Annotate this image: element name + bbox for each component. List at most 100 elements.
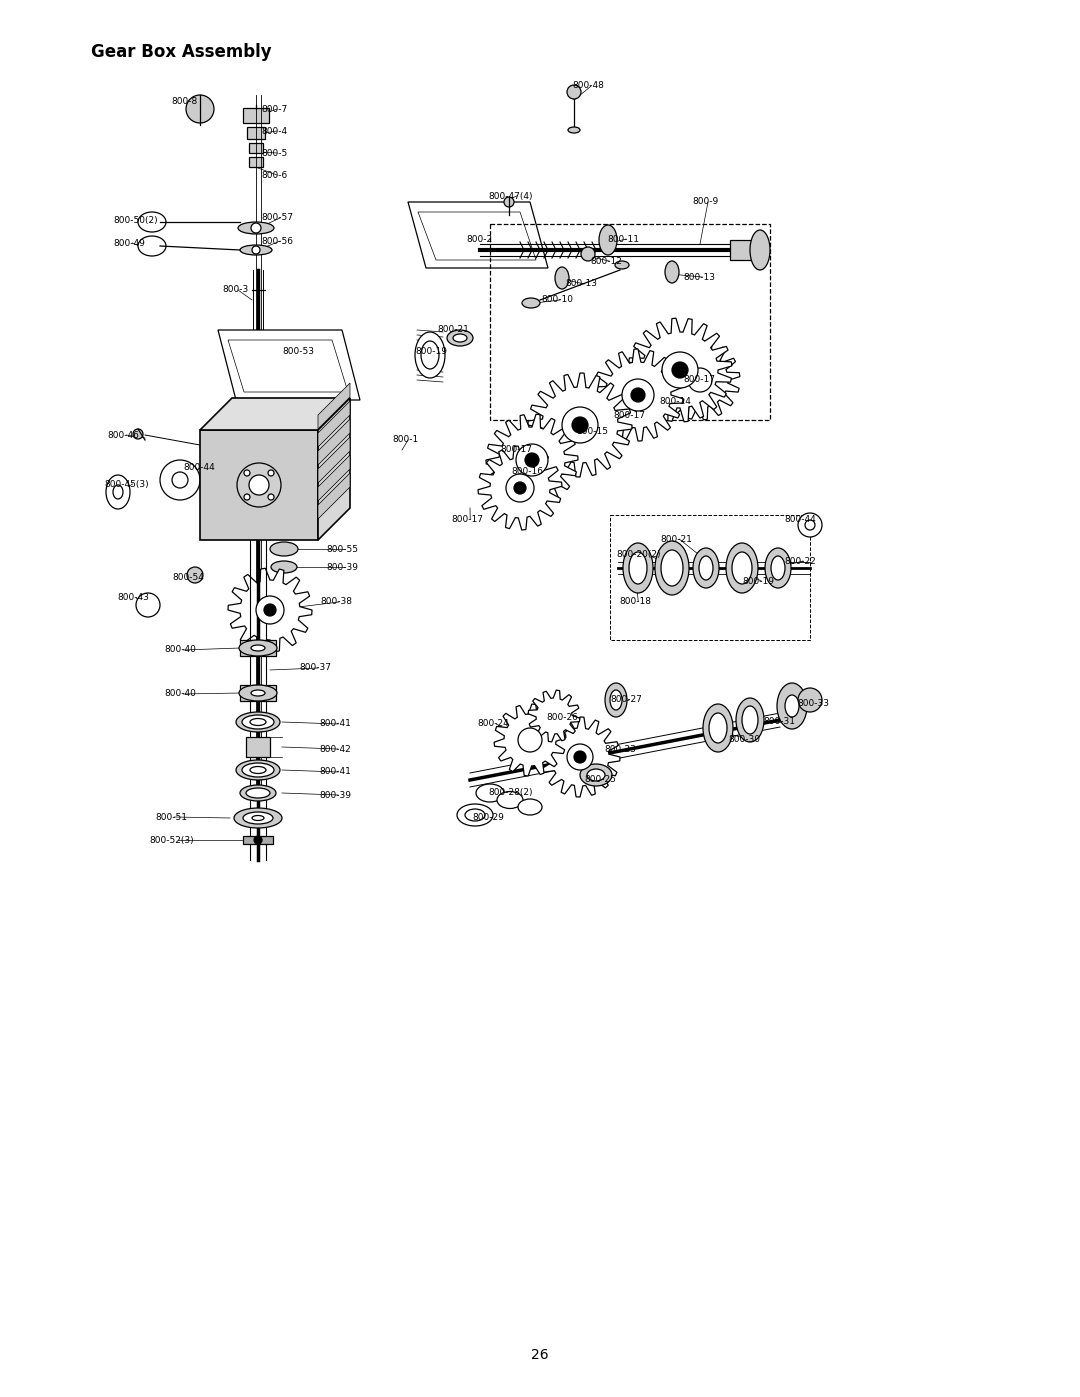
Circle shape [264, 604, 276, 616]
Text: 800-50(2): 800-50(2) [113, 215, 158, 225]
Text: 800-33: 800-33 [797, 698, 829, 707]
Text: 800-2: 800-2 [465, 236, 492, 244]
Text: 800-51: 800-51 [156, 813, 187, 821]
Bar [246, 738, 270, 757]
Text: 800-19: 800-19 [742, 577, 774, 585]
Ellipse shape [777, 683, 807, 729]
Bar [610, 515, 810, 640]
Polygon shape [660, 339, 740, 420]
Text: 800-57: 800-57 [261, 214, 293, 222]
Text: 800-6: 800-6 [261, 170, 287, 179]
Circle shape [567, 745, 593, 770]
Bar [730, 240, 760, 260]
Circle shape [672, 362, 688, 379]
Text: 800-29: 800-29 [472, 813, 504, 821]
Text: 800-4: 800-4 [261, 127, 287, 136]
Ellipse shape [615, 261, 629, 270]
Circle shape [688, 367, 712, 393]
Ellipse shape [699, 556, 713, 580]
Circle shape [805, 520, 815, 529]
Ellipse shape [771, 556, 785, 580]
Ellipse shape [476, 784, 504, 802]
Ellipse shape [708, 712, 727, 743]
Text: 800-40: 800-40 [164, 690, 195, 698]
Circle shape [504, 197, 514, 207]
Ellipse shape [242, 715, 274, 729]
Text: 800-43: 800-43 [117, 594, 149, 602]
Polygon shape [478, 446, 562, 529]
Text: Gear Box Assembly: Gear Box Assembly [91, 43, 272, 61]
Circle shape [798, 687, 822, 712]
Text: 800-9: 800-9 [692, 197, 718, 207]
Ellipse shape [623, 543, 653, 592]
Ellipse shape [270, 542, 298, 556]
Text: 800-24: 800-24 [477, 719, 509, 728]
Ellipse shape [522, 298, 540, 307]
Polygon shape [318, 455, 350, 502]
Circle shape [622, 379, 654, 411]
Ellipse shape [415, 332, 445, 379]
Text: 800-49: 800-49 [113, 239, 145, 247]
Ellipse shape [742, 705, 758, 733]
Circle shape [562, 407, 598, 443]
Text: 800-10: 800-10 [541, 296, 573, 305]
Text: 800-11: 800-11 [607, 235, 639, 243]
Text: 800-13: 800-13 [683, 272, 715, 282]
Circle shape [237, 462, 281, 507]
Circle shape [567, 85, 581, 99]
Text: 800-19: 800-19 [415, 346, 447, 355]
Circle shape [187, 567, 203, 583]
Ellipse shape [242, 763, 274, 777]
Ellipse shape [243, 812, 273, 824]
Text: 800-16: 800-16 [511, 468, 543, 476]
Polygon shape [200, 398, 350, 430]
Circle shape [256, 597, 284, 624]
Text: 800-39: 800-39 [326, 563, 357, 571]
Ellipse shape [238, 222, 274, 235]
Bar [243, 108, 269, 123]
Text: 800-21: 800-21 [437, 326, 469, 334]
Text: 800-54: 800-54 [172, 573, 204, 581]
Text: 800-18: 800-18 [619, 597, 651, 605]
Polygon shape [318, 383, 350, 429]
Polygon shape [540, 717, 620, 798]
Ellipse shape [457, 805, 492, 826]
Text: 800-22: 800-22 [784, 556, 815, 566]
Text: 800-5: 800-5 [261, 148, 287, 158]
Ellipse shape [605, 683, 627, 717]
Ellipse shape [246, 788, 270, 798]
Text: 800-37: 800-37 [299, 664, 330, 672]
Text: 800-42: 800-42 [319, 745, 351, 753]
Polygon shape [629, 319, 732, 422]
Text: 800-13: 800-13 [565, 279, 597, 289]
Polygon shape [408, 203, 548, 268]
Circle shape [268, 469, 274, 476]
Polygon shape [318, 474, 350, 520]
Circle shape [507, 474, 534, 502]
Ellipse shape [251, 645, 265, 651]
Circle shape [160, 460, 200, 500]
Bar [249, 156, 264, 168]
Circle shape [525, 453, 539, 467]
Bar [240, 640, 276, 657]
Ellipse shape [726, 543, 758, 592]
Text: 800-41: 800-41 [319, 767, 351, 777]
Text: 800-52(3): 800-52(3) [149, 835, 193, 845]
Ellipse shape [665, 261, 679, 284]
Ellipse shape [732, 552, 752, 584]
Ellipse shape [750, 231, 770, 270]
Circle shape [631, 388, 645, 402]
Bar [243, 835, 273, 844]
Polygon shape [318, 401, 350, 447]
Text: 800-56: 800-56 [261, 236, 293, 246]
Polygon shape [318, 437, 350, 483]
Ellipse shape [113, 485, 123, 499]
Text: 800-14: 800-14 [659, 397, 691, 405]
Circle shape [518, 728, 542, 752]
Text: 800-20(2): 800-20(2) [616, 549, 661, 559]
Circle shape [172, 472, 188, 488]
Ellipse shape [252, 816, 264, 820]
Circle shape [573, 752, 586, 763]
Polygon shape [528, 373, 632, 476]
Ellipse shape [568, 127, 580, 133]
